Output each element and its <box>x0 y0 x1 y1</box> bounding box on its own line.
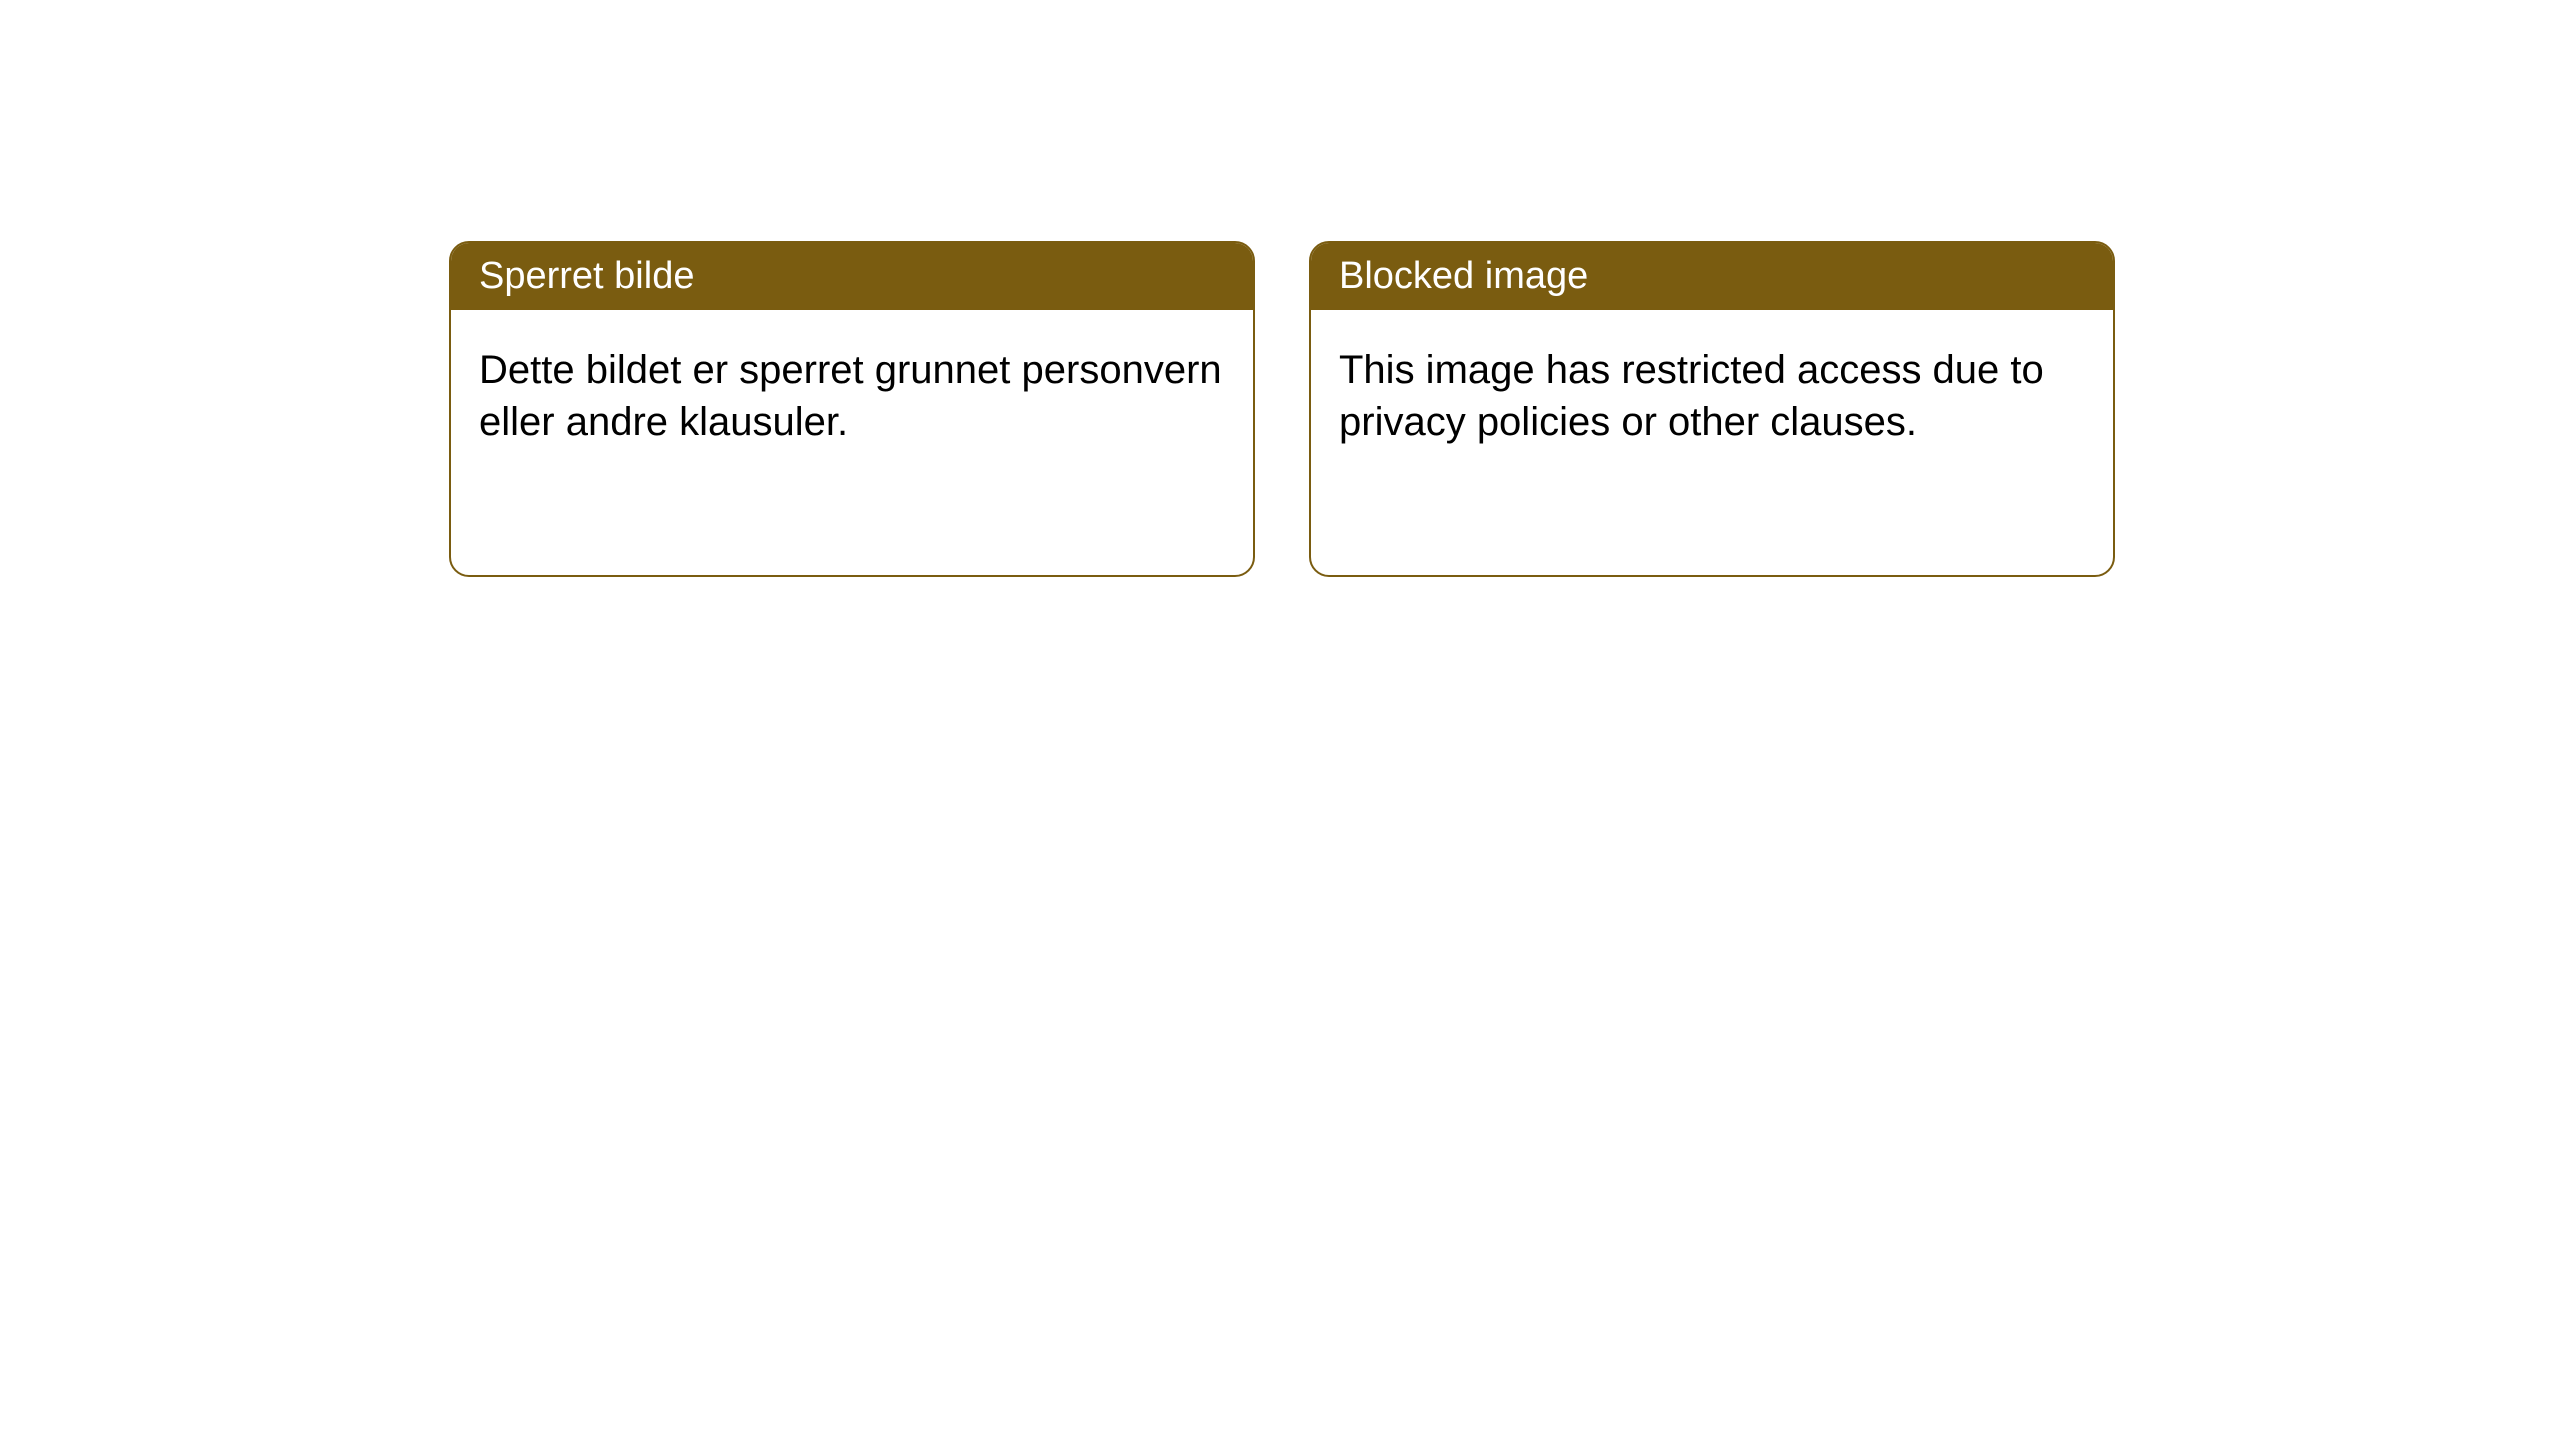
card-body-no: Dette bildet er sperret grunnet personve… <box>451 310 1253 482</box>
card-header-no: Sperret bilde <box>451 243 1253 310</box>
blocked-image-card-en: Blocked image This image has restricted … <box>1309 241 2115 577</box>
card-body-en: This image has restricted access due to … <box>1311 310 2113 482</box>
blocked-image-card-no: Sperret bilde Dette bildet er sperret gr… <box>449 241 1255 577</box>
notice-container: Sperret bilde Dette bildet er sperret gr… <box>0 0 2560 577</box>
card-header-en: Blocked image <box>1311 243 2113 310</box>
